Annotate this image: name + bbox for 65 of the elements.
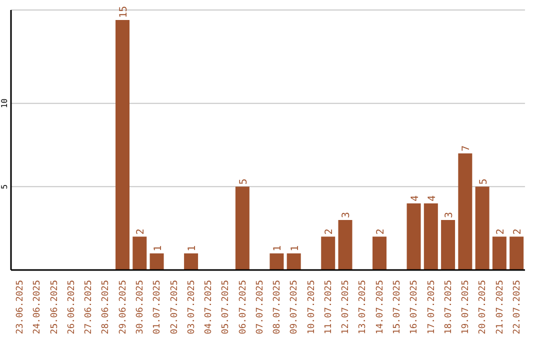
x-tick-label: 25.06.2025 <box>50 280 60 334</box>
x-tick-label: 16.07.2025 <box>410 280 420 334</box>
bar <box>492 236 506 270</box>
bar <box>441 220 456 270</box>
data-label: 1 <box>272 245 284 252</box>
x-tick-label: 09.07.2025 <box>290 280 300 334</box>
data-label: 15 <box>118 6 130 18</box>
data-label: 2 <box>512 228 524 235</box>
x-tick-label: 11.07.2025 <box>324 280 334 334</box>
bar <box>510 236 524 270</box>
x-tick-label: 21.07.2025 <box>495 280 506 334</box>
x-tick-label: 14.07.2025 <box>375 280 386 334</box>
x-tick-label: 23.06.2025 <box>16 280 26 334</box>
x-tick-label: 24.06.2025 <box>32 280 43 334</box>
x-tick-label: 05.07.2025 <box>221 280 232 334</box>
data-label: 4 <box>426 195 438 202</box>
bar <box>150 253 164 270</box>
x-tick-label: 02.07.2025 <box>170 280 180 334</box>
bar <box>424 203 438 270</box>
x-tick-label: 29.06.2025 <box>118 280 128 334</box>
x-tick-label: 27.06.2025 <box>84 280 94 334</box>
x-tick-label: 15.07.2025 <box>392 280 402 334</box>
data-label: 1 <box>152 245 164 252</box>
data-label: 2 <box>495 228 506 235</box>
bar <box>458 153 472 270</box>
data-label: 2 <box>376 228 387 235</box>
data-label: 3 <box>444 212 456 218</box>
data-label: 4 <box>410 195 421 202</box>
x-tick-label: 03.07.2025 <box>186 280 197 334</box>
x-tick-label: 30.06.2025 <box>136 280 146 334</box>
bar <box>116 20 130 270</box>
x-tick-label: 22.07.2025 <box>512 280 522 334</box>
data-label: 7 <box>461 145 472 152</box>
data-label: 2 <box>324 228 336 235</box>
x-tick-label: 19.07.2025 <box>461 280 472 334</box>
x-tick-label: 06.07.2025 <box>238 280 248 334</box>
data-label: 1 <box>290 245 301 252</box>
data-label: 5 <box>238 178 250 185</box>
x-tick-label: 26.06.2025 <box>66 280 77 334</box>
data-label: 5 <box>478 178 490 185</box>
x-tick-label: 13.07.2025 <box>358 280 368 334</box>
x-tick-label: 20.07.2025 <box>478 280 488 334</box>
bar <box>372 236 387 270</box>
x-tick-label: 18.07.2025 <box>444 280 454 334</box>
y-tick-label: 10 <box>0 98 9 108</box>
bar <box>321 236 336 270</box>
x-tick-label: 07.07.2025 <box>255 280 266 334</box>
bar <box>132 236 147 270</box>
bar <box>235 186 250 270</box>
x-tick-label: 12.07.2025 <box>341 280 352 334</box>
bar <box>475 186 490 270</box>
bar <box>406 203 421 270</box>
bar <box>270 253 284 270</box>
data-label: 2 <box>136 228 147 235</box>
bar <box>338 220 352 270</box>
bar <box>286 253 301 270</box>
x-tick-label: 10.07.2025 <box>306 280 317 334</box>
x-tick-label: 17.07.2025 <box>426 280 437 334</box>
x-tick-label: 28.06.2025 <box>101 280 112 334</box>
x-tick-label: 01.07.2025 <box>152 280 163 334</box>
data-label: 3 <box>341 212 352 218</box>
bar <box>184 253 198 270</box>
x-tick-label: 08.07.2025 <box>272 280 283 334</box>
data-label: 1 <box>187 245 198 252</box>
x-tick-label: 04.07.2025 <box>204 280 214 334</box>
